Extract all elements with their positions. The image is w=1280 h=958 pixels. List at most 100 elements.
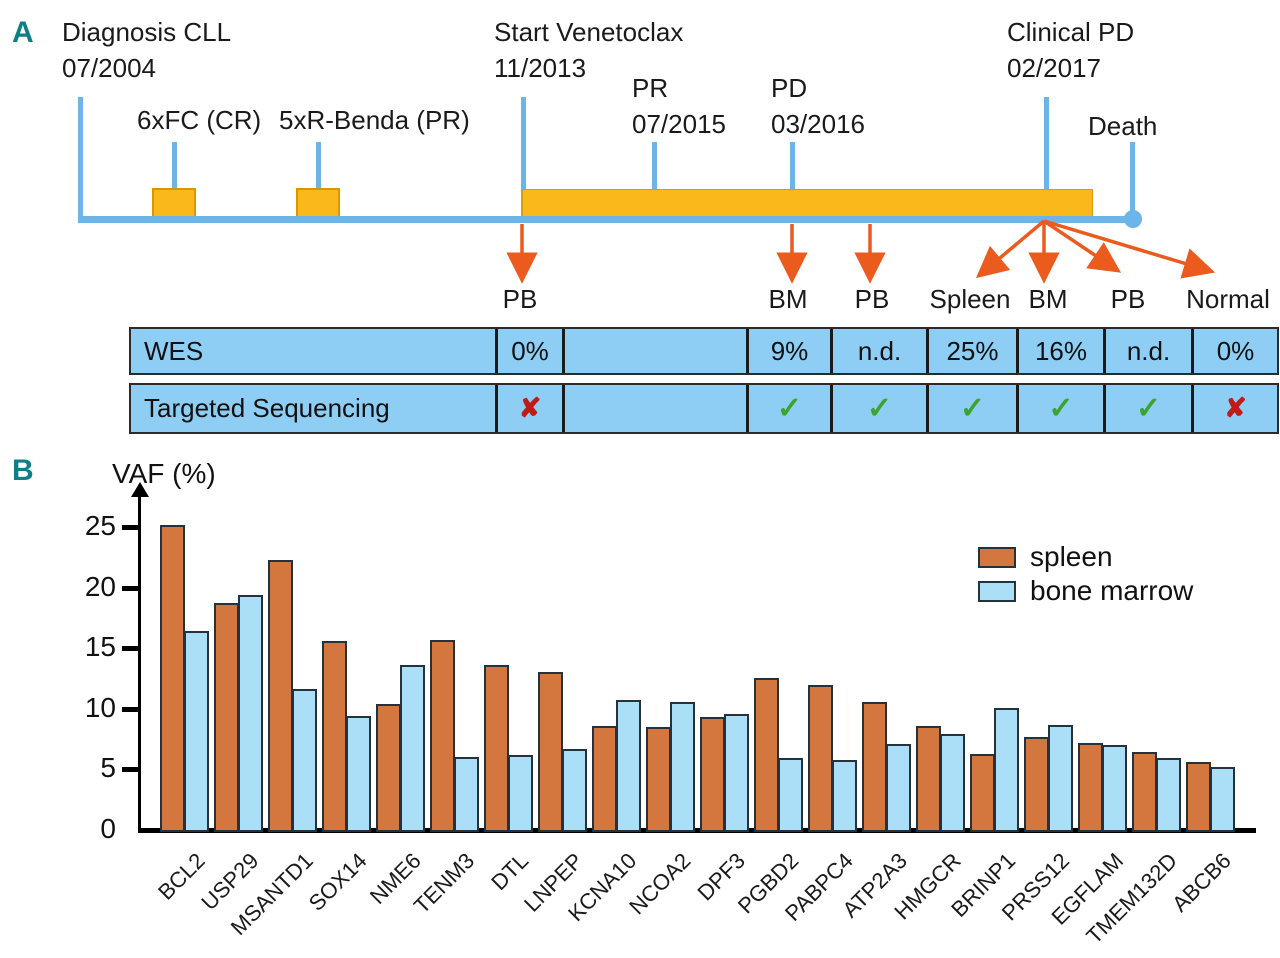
bar-spleen-ATP2A3	[862, 702, 887, 832]
table-cell: ✓	[1019, 385, 1106, 432]
timeline-tick-pr	[652, 142, 657, 216]
bar-spleen-TENM3	[430, 640, 455, 832]
legend-swatch-bone-marrow	[978, 580, 1016, 602]
bar-spleen-BCL2	[160, 525, 185, 832]
bar-bone-marrow-PGBD2	[778, 758, 803, 832]
y-axis-line	[138, 496, 141, 832]
y-axis-tick-label: 10	[84, 692, 116, 723]
x-axis-line	[138, 828, 1256, 833]
y-axis-tick	[122, 646, 140, 651]
timeline-axis	[78, 216, 1136, 223]
table-cell: ✓	[749, 385, 833, 432]
event-label: Clinical PD	[1007, 17, 1135, 47]
table-cell: 16%	[1019, 329, 1106, 373]
table-cell	[565, 329, 749, 373]
timeline-tick-death	[1130, 142, 1135, 212]
panel-b-label: B	[12, 454, 34, 487]
timeline-tick-fc	[172, 142, 177, 194]
y-axis-tick	[122, 586, 140, 591]
legend-swatch-spleen	[978, 546, 1016, 568]
bar-bone-marrow-LNPEP	[562, 749, 587, 832]
y-axis-tick-label: 0	[100, 813, 116, 844]
event-date: 11/2013	[494, 53, 587, 83]
timeline-tick-pd	[790, 142, 795, 216]
check-icon: ✓	[866, 392, 893, 425]
event-label: Diagnosis CLL	[62, 17, 232, 47]
table-cell: ✓	[1106, 385, 1194, 432]
treatment-box-fc	[152, 188, 196, 218]
check-icon: ✓	[959, 392, 986, 425]
bar-spleen-PGBD2	[754, 678, 779, 832]
table-cell: 9%	[749, 329, 833, 373]
event-date: 03/2016	[771, 109, 865, 139]
bar-spleen-LNPEP	[538, 672, 563, 832]
table-row-label: WES	[131, 329, 498, 373]
bar-bone-marrow-DPF3	[724, 714, 749, 832]
treatment-box-r-benda	[296, 188, 340, 218]
x-axis-category-label: ABCB6	[1166, 848, 1236, 917]
bar-spleen-DTL	[484, 665, 509, 832]
timeline-tick-clinical-pd	[1044, 97, 1049, 216]
check-icon: ✓	[1135, 392, 1162, 425]
y-axis-arrowhead	[131, 482, 149, 497]
legend-row-spleen: spleen	[978, 540, 1193, 574]
y-axis-tick-label: 15	[84, 631, 116, 662]
event-r-benda: 5xR-Benda (PR)	[279, 102, 470, 138]
event-pr: PR 07/2015	[632, 70, 726, 142]
x-axis-category-label: DTL	[486, 848, 534, 896]
event-date: 07/2004	[62, 53, 156, 83]
bar-spleen-ABCB6	[1186, 762, 1211, 832]
y-axis-tick-label: 5	[100, 752, 116, 783]
bar-spleen-BRINP1	[970, 754, 995, 832]
bar-bone-marrow-TMEM132D	[1156, 758, 1181, 832]
timeline-tick-diagnosis	[78, 97, 83, 216]
table-row-label: Targeted Sequencing	[131, 385, 498, 432]
bar-bone-marrow-DTL	[508, 755, 533, 832]
event-diagnosis: Diagnosis CLL 07/2004	[62, 14, 231, 86]
chart-legend: spleen bone marrow	[978, 540, 1193, 608]
table-cell: 25%	[929, 329, 1019, 373]
timeline-tick-venetoclax	[521, 97, 526, 216]
bar-spleen-KCNA10	[592, 726, 617, 832]
bar-bone-marrow-SOX14	[346, 716, 371, 832]
y-axis-title: VAF (%)	[112, 458, 216, 489]
bar-spleen-MSANTD1	[268, 560, 293, 832]
table-cell: n.d.	[1106, 329, 1194, 373]
bar-spleen-HMGCR	[916, 726, 941, 832]
event-venetoclax: Start Venetoclax 11/2013	[494, 14, 683, 86]
table-cell: ✘	[1194, 385, 1277, 432]
event-death: Death	[1088, 108, 1157, 144]
legend-row-bone-marrow: bone marrow	[978, 574, 1193, 608]
table-cell: 0%	[1216, 336, 1255, 366]
event-label: 5xR-Benda (PR)	[279, 105, 470, 135]
y-axis-tick	[122, 525, 140, 530]
event-label: PR	[632, 73, 669, 103]
bar-bone-marrow-NME6	[400, 665, 425, 832]
bar-bone-marrow-NCOA2	[670, 702, 695, 832]
x-axis-category-label: SOX14	[303, 848, 372, 916]
bar-spleen-NCOA2	[646, 727, 671, 832]
table-row: Targeted Sequencing ✘ ✓ ✓ ✓ ✓ ✓ ✘	[129, 383, 1279, 434]
bar-spleen-DPF3	[700, 717, 725, 832]
cross-icon: ✘	[518, 393, 542, 423]
event-date: 07/2015	[632, 109, 726, 139]
bar-spleen-NME6	[376, 704, 401, 832]
bar-bone-marrow-TENM3	[454, 757, 479, 832]
bar-bone-marrow-KCNA10	[616, 700, 641, 832]
bar-bone-marrow-HMGCR	[940, 734, 965, 832]
bar-bone-marrow-ATP2A3	[886, 744, 911, 832]
panel-a-label: A	[12, 16, 34, 49]
y-axis-tick	[122, 707, 140, 712]
table-cell: ✘	[498, 385, 565, 432]
bar-bone-marrow-MSANTD1	[292, 689, 317, 832]
table-cell: ✓	[929, 385, 1019, 432]
sample-label-spleen: Spleen	[929, 284, 1011, 314]
bar-bone-marrow-PRSS12	[1048, 725, 1073, 832]
event-label: 6xFC (CR)	[137, 105, 262, 135]
table-row: WES 0% 9% n.d. 25% 16% n.d. 0%	[129, 327, 1279, 375]
venetoclax-treatment-bar	[522, 189, 1093, 217]
event-fc: 6xFC (CR)	[137, 102, 261, 138]
bar-spleen-SOX14	[322, 641, 347, 832]
sample-label-pb2: PB	[854, 284, 890, 314]
bar-spleen-PRSS12	[1024, 737, 1049, 832]
